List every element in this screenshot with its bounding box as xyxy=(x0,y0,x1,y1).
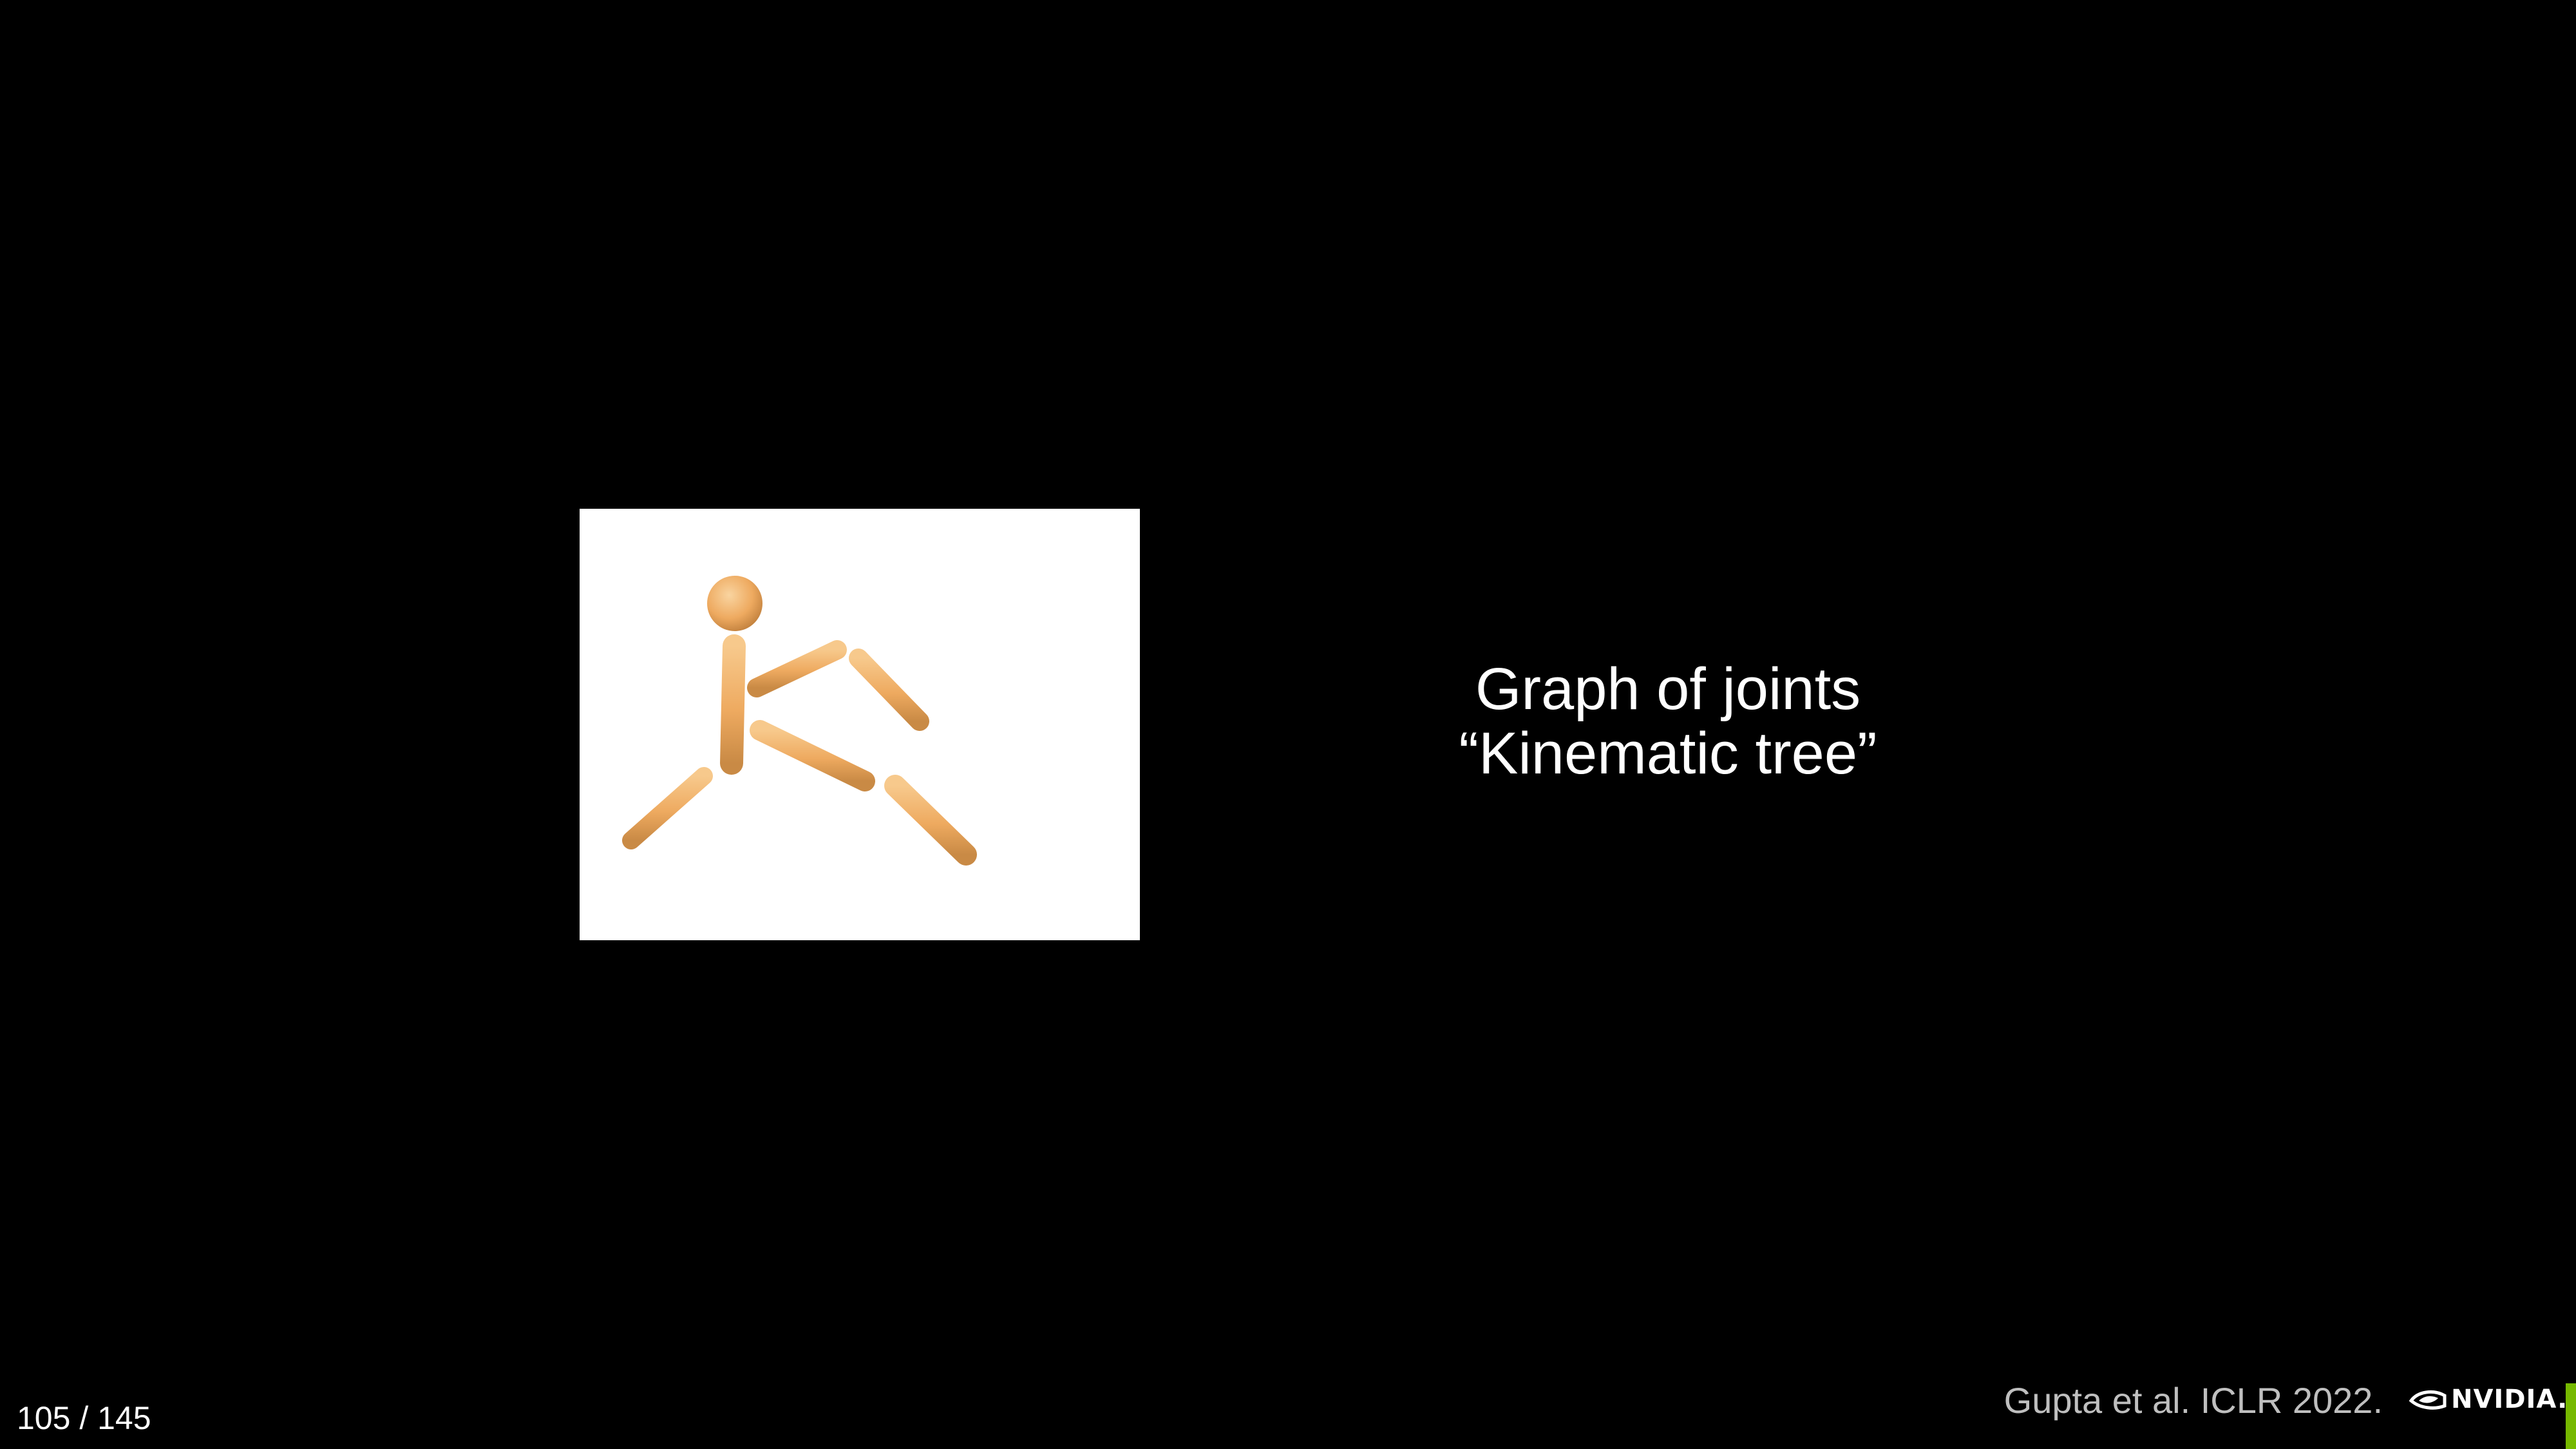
forearm-segment xyxy=(849,649,929,731)
shin-segment xyxy=(884,775,977,866)
slide-caption: Graph of joints “Kinematic tree” xyxy=(1410,657,1926,786)
page-counter: 105 / 145 xyxy=(17,1400,151,1436)
caption-line-2: “Kinematic tree” xyxy=(1459,721,1877,786)
caption-line-1: Graph of joints xyxy=(1475,656,1861,722)
torso-segment xyxy=(720,634,746,775)
head-joint xyxy=(707,576,762,631)
back-leg-segment xyxy=(622,767,713,849)
citation-text: Gupta et al. ICLR 2022. xyxy=(2003,1380,2383,1421)
upper-arm-segment xyxy=(747,640,847,697)
nvidia-wordmark: NVIDIA. xyxy=(2451,1385,2568,1414)
stick-figure-drawing xyxy=(622,576,1090,866)
thigh-segment xyxy=(750,720,875,791)
accent-bar xyxy=(2566,1383,2576,1449)
kinematic-figure-image xyxy=(580,509,1140,940)
nvidia-eye-icon xyxy=(2409,1390,2447,1410)
nvidia-logo: NVIDIA. xyxy=(2409,1385,2568,1414)
